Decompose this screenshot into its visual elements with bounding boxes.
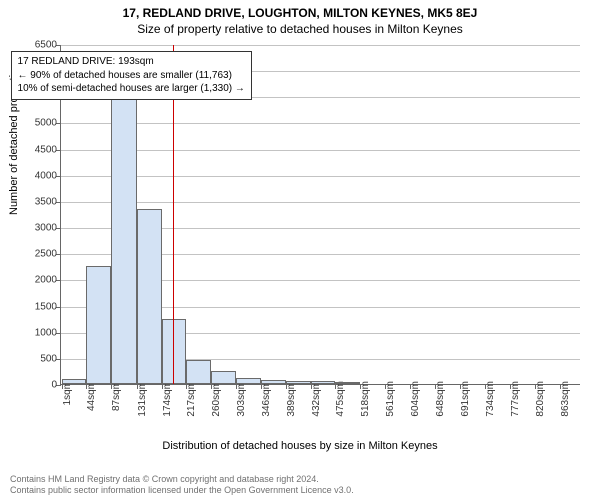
xtick-label: 174sqm — [162, 381, 173, 417]
chart-title-main: 17, REDLAND DRIVE, LOUGHTON, MILTON KEYN… — [0, 0, 600, 20]
xtick-label: 604sqm — [410, 381, 421, 417]
chart-title-sub: Size of property relative to detached ho… — [0, 20, 600, 36]
plot-area: 0500100015002000250030003500400045005000… — [60, 45, 580, 385]
xtick-label: 346sqm — [261, 381, 272, 417]
ytick-label: 500 — [23, 353, 57, 364]
xtick-label: 518sqm — [360, 381, 371, 417]
histogram-bar — [137, 209, 162, 384]
chart-footer: Contains HM Land Registry data © Crown c… — [10, 474, 354, 497]
ytick-label: 3500 — [23, 196, 57, 207]
xtick-label: 820sqm — [535, 381, 546, 417]
gridline — [61, 45, 580, 46]
ytick-label: 4000 — [23, 170, 57, 181]
xtick-label: 863sqm — [560, 381, 571, 417]
ytick-label: 2000 — [23, 275, 57, 286]
histogram-bar — [162, 319, 187, 384]
xtick-label: 303sqm — [236, 381, 247, 417]
xtick-label: 1sqm — [62, 381, 73, 405]
ytick-label: 5000 — [23, 118, 57, 129]
xtick-label: 131sqm — [137, 381, 148, 417]
x-axis-label: Distribution of detached houses by size … — [0, 440, 600, 452]
ytick-label: 1000 — [23, 327, 57, 338]
gridline — [61, 176, 580, 177]
xtick-label: 691sqm — [460, 381, 471, 417]
xtick-label: 44sqm — [86, 381, 97, 411]
chart-container: 17, REDLAND DRIVE, LOUGHTON, MILTON KEYN… — [0, 0, 600, 500]
annotation-box: 17 REDLAND DRIVE: 193sqm ← 90% of detach… — [11, 51, 252, 100]
xtick-label: 87sqm — [111, 381, 122, 411]
histogram-bar — [236, 378, 261, 384]
gridline — [61, 202, 580, 203]
xtick-label: 648sqm — [435, 381, 446, 417]
histogram-bar — [211, 371, 236, 384]
footer-line1: Contains HM Land Registry data © Crown c… — [10, 474, 354, 485]
ytick-label: 3000 — [23, 223, 57, 234]
annotation-line2: ← 90% of detached houses are smaller (11… — [18, 69, 245, 83]
xtick-label: 561sqm — [385, 381, 396, 417]
ytick-label: 6500 — [23, 40, 57, 51]
footer-line2: Contains public sector information licen… — [10, 485, 354, 496]
xtick-label: 734sqm — [485, 381, 496, 417]
histogram-bar — [286, 381, 311, 384]
annotation-line1: 17 REDLAND DRIVE: 193sqm — [18, 55, 245, 69]
histogram-bar — [62, 379, 87, 384]
gridline — [61, 123, 580, 124]
ytick-label: 4500 — [23, 144, 57, 155]
ytick-label: 0 — [23, 380, 57, 391]
gridline — [61, 150, 580, 151]
histogram-bar — [186, 360, 211, 384]
xtick-label: 777sqm — [510, 381, 521, 417]
xtick-label: 475sqm — [335, 381, 346, 417]
xtick-label: 432sqm — [311, 381, 322, 417]
histogram-bar — [261, 380, 286, 384]
annotation-line3: 10% of semi-detached houses are larger (… — [18, 82, 245, 96]
xtick-label: 217sqm — [186, 381, 197, 417]
histogram-bar — [335, 382, 360, 384]
xtick-label: 260sqm — [211, 381, 222, 417]
histogram-bar — [111, 96, 136, 384]
histogram-bar — [311, 381, 336, 384]
ytick-label: 1500 — [23, 301, 57, 312]
ytick-label: 2500 — [23, 249, 57, 260]
xtick-label: 389sqm — [286, 381, 297, 417]
histogram-bar — [86, 266, 111, 384]
